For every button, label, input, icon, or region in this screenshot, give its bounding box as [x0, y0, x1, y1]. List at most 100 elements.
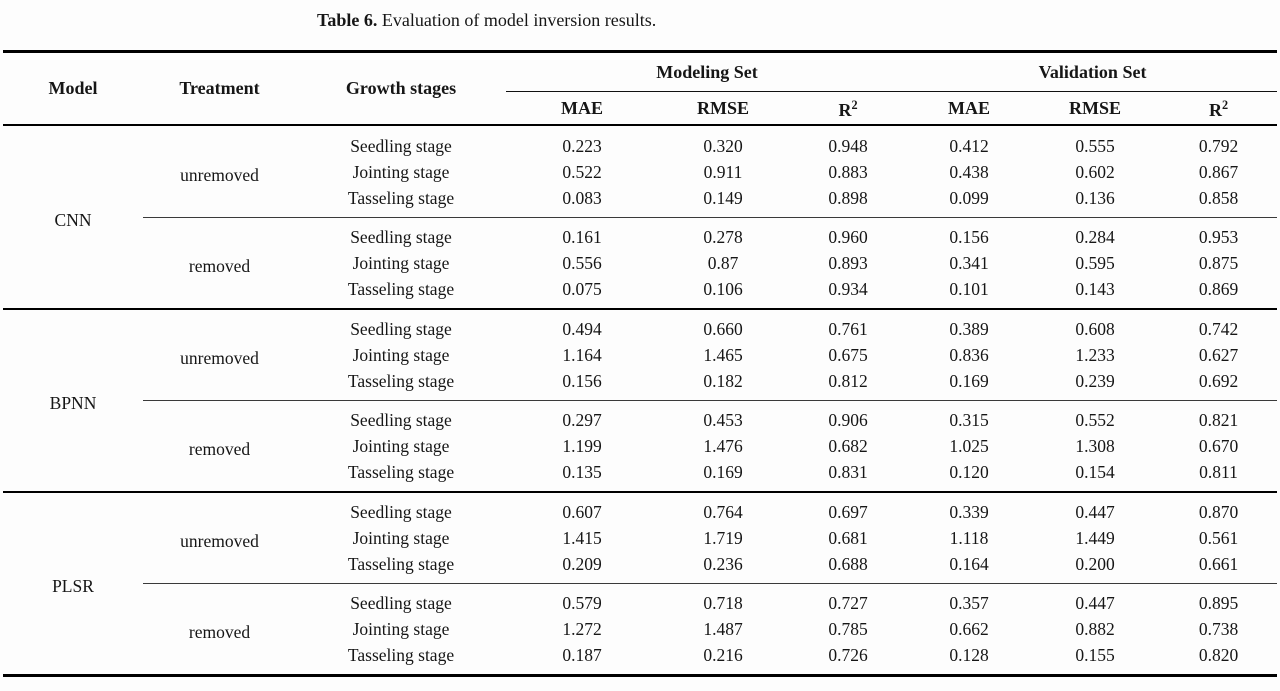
table-row: Tasseling stage 0.209 0.236 0.688 0.164 0.200…: [3, 551, 1277, 584]
value-cell: 0.608: [1030, 307, 1161, 342]
value-cell: 0.216: [703, 644, 743, 665]
table-row: removed Seedling stage 0.579 0.718 0.727 0.35…: [3, 582, 1278, 675]
value-cell: 0.297: [506, 399, 658, 433]
value-cell: 0.236: [703, 553, 743, 574]
table-row: Tasseling stage 0.156 0.182 0.812 0.169 0.239…: [3, 368, 1277, 401]
table-caption: Table 6. Evaluation of model inversion r…: [317, 8, 1280, 32]
table-row: Tasseling stage 0.187 0.216 0.726 0.128 0.155…: [3, 642, 1277, 676]
header-row-metrics: MAE RMSE R2 MAE RMSE R2: [3, 91, 1278, 126]
value-cell: 0.895: [1160, 582, 1278, 616]
r-label: R: [838, 100, 852, 121]
value-cell: 0.561: [1198, 527, 1239, 548]
value-cell: 0.447: [1030, 490, 1161, 525]
value-cell: 0.812: [828, 370, 868, 391]
header-validation-set: Validation Set: [908, 51, 1278, 92]
value-cell: 0.821: [1160, 399, 1278, 433]
value-cell: 0.099: [949, 187, 989, 208]
value-cell: 0.869: [1198, 278, 1239, 299]
value-cell: 0.858: [1198, 187, 1239, 208]
value-cell: 1.415: [562, 527, 602, 548]
value-cell: 1.233: [1075, 344, 1115, 365]
growth-stage-cell: Seedling stage: [296, 582, 506, 616]
value-cell: 1.719: [703, 527, 743, 548]
model-cell: CNN: [54, 210, 92, 230]
value-cell: 0.155: [1075, 644, 1115, 665]
value-cell: 0.083: [562, 187, 602, 208]
table-row: Jointing stage 1.164 1.465 0.675 0.836 1.233 0…: [3, 342, 1277, 368]
value-cell: 0.149: [703, 187, 743, 208]
header-growth-stages: Growth stages: [296, 51, 506, 126]
value-cell: 0.389: [908, 307, 1031, 342]
header-model: Model: [3, 51, 143, 126]
value-cell: 0.764: [658, 490, 788, 525]
value-cell: 0.792: [1198, 135, 1239, 156]
growth-stage-cell: Jointing stage: [352, 161, 450, 182]
value-cell: 0.169: [949, 370, 989, 391]
growth-stage-cell: Tasseling stage: [347, 553, 455, 574]
value-cell: 0.692: [1198, 370, 1239, 391]
value-cell: 0.135: [562, 461, 602, 482]
value-cell: 0.320: [703, 135, 743, 156]
table-row: Jointing stage 1.415 1.719 0.681 1.118 1.449 0…: [3, 525, 1277, 551]
value-cell: 0.875: [1198, 252, 1239, 273]
value-cell: 0.681: [828, 527, 868, 548]
value-cell: 0.662: [949, 618, 989, 639]
r-label: R: [1208, 100, 1222, 121]
value-cell: 0.953: [1160, 216, 1278, 250]
value-cell: 1.465: [703, 344, 743, 365]
header-modeling-r2: R2: [788, 91, 909, 126]
table-row: Tasseling stage 0.083 0.149 0.898 0.099 0.136…: [3, 185, 1277, 218]
header-validation-rmse: RMSE: [1030, 91, 1161, 126]
growth-stage-cell: Seedling stage: [296, 307, 506, 342]
value-cell: 1.164: [562, 344, 602, 365]
value-cell: 0.893: [828, 252, 868, 273]
table-row: Tasseling stage 0.135 0.169 0.831 0.120 0.154…: [3, 459, 1277, 492]
value-cell: 0.727: [788, 582, 909, 616]
model-cell: BPNN: [3, 307, 143, 492]
value-cell: 0.143: [1075, 278, 1115, 299]
growth-stage-cell: Tasseling stage: [347, 461, 455, 482]
value-cell: 0.661: [1198, 553, 1239, 574]
value-cell: 0.161: [506, 216, 658, 250]
value-cell: 0.836: [949, 344, 989, 365]
value-cell: 0.688: [828, 553, 868, 574]
growth-stage-cell: Tasseling stage: [347, 278, 455, 299]
growth-stage-cell: Seedling stage: [296, 490, 506, 525]
value-cell: 0.341: [949, 252, 989, 273]
value-cell: 0.87: [707, 252, 739, 273]
treatment-cell: removed: [143, 582, 296, 675]
header-modeling-rmse: RMSE: [658, 91, 788, 126]
table-row: Jointing stage 1.199 1.476 0.682 1.025 1.308 0…: [3, 433, 1277, 459]
value-cell: 0.164: [949, 553, 989, 574]
table-row: removed Seedling stage 0.297 0.453 0.906 0.31…: [3, 399, 1278, 492]
value-cell: 0.169: [703, 461, 743, 482]
value-cell: 0.579: [506, 582, 658, 616]
header-validation-r2: R2: [1160, 91, 1278, 126]
value-cell: 0.315: [908, 399, 1031, 433]
growth-stage-cell: Tasseling stage: [347, 644, 455, 665]
header-treatment: Treatment: [143, 51, 296, 126]
growth-stage-cell: Jointing stage: [352, 618, 450, 639]
value-cell: 0.607: [506, 490, 658, 525]
value-cell: 0.960: [788, 216, 909, 250]
growth-stage-cell: Seedling stage: [350, 135, 452, 156]
value-cell: 0.831: [828, 461, 868, 482]
value-cell: 0.187: [562, 644, 602, 665]
value-cell: 0.820: [1198, 644, 1239, 665]
table-header: Model Treatment Growth stages Modeling S…: [3, 51, 1278, 126]
value-cell: 0.200: [1075, 553, 1115, 574]
value-cell: 0.453: [658, 399, 788, 433]
value-cell: 0.867: [1198, 161, 1239, 182]
value-cell: 0.556: [562, 252, 602, 273]
value-cell: 0.870: [1160, 490, 1278, 525]
growth-stage-cell: Jointing stage: [352, 527, 450, 548]
value-cell: 0.761: [788, 307, 909, 342]
value-cell: 0.911: [703, 161, 743, 182]
table-row: CNN unremoved Seedling stage 0.223 0.320 0.94…: [3, 125, 1277, 231]
table-row: Jointing stage 1.272 1.487 0.785 0.662 0.882 0…: [3, 616, 1277, 642]
value-cell: 1.308: [1075, 435, 1115, 456]
growth-stage-cell: Seedling stage: [296, 399, 506, 433]
header-modeling-mae: MAE: [506, 91, 658, 126]
growth-stage-cell: Jointing stage: [352, 344, 450, 365]
value-cell: 0.438: [949, 161, 989, 182]
